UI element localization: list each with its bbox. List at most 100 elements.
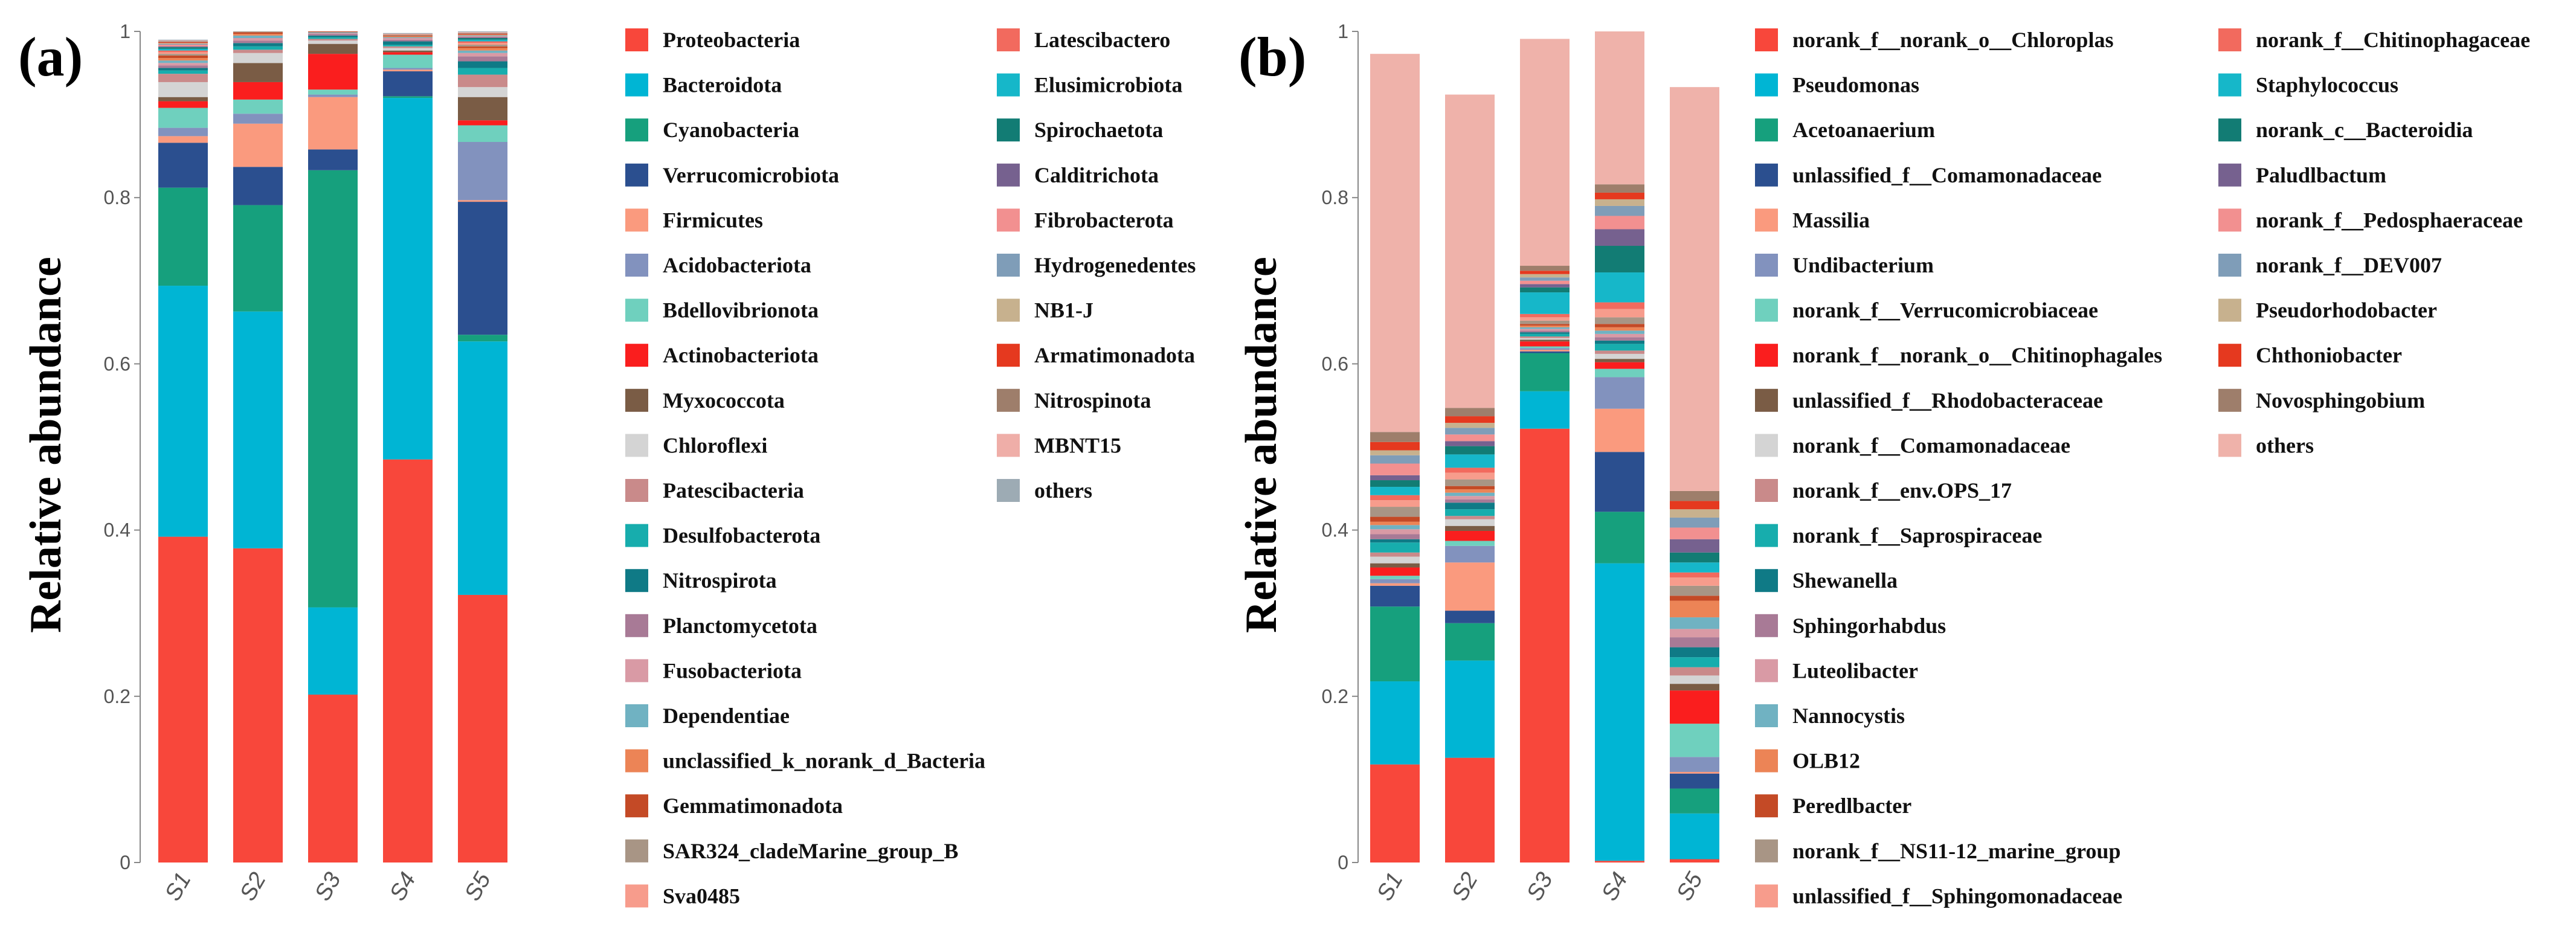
bar-segment-s5 [1670, 501, 1719, 510]
bar-segment-s2 [233, 123, 283, 167]
bar-segment-s5 [1670, 517, 1719, 528]
legend-swatch [997, 388, 1020, 412]
bar-segment-s3 [308, 695, 358, 863]
bar-segment-s2 [1445, 467, 1495, 473]
bar-segment-s1 [1370, 450, 1420, 455]
legend-swatch [1755, 388, 1778, 412]
bar-segment-s5 [458, 41, 507, 43]
bar-segment-s4 [1595, 324, 1644, 327]
bar-segment-s3 [1520, 341, 1570, 347]
bar-segment-s4 [1595, 350, 1644, 354]
bar-segment-s1 [158, 43, 208, 45]
panel-a-yticks: 0 0.2 0.4 0.6 0.8 1 [104, 21, 140, 873]
panel-a-legend: Proteobacteria Bacteroidota Cyanobacteria V… [625, 28, 1196, 908]
legend-label: Fusobacteriota [663, 658, 802, 683]
bar-segment-s3 [1520, 277, 1570, 281]
bar-segment-s1 [1370, 475, 1420, 481]
bar-segment-s3 [1520, 320, 1570, 324]
legend-swatch [997, 118, 1020, 142]
bar-segment-s5 [458, 200, 507, 202]
bar-segment-s3 [308, 39, 358, 41]
bar-segment-s4 [1595, 452, 1644, 512]
legend-swatch [625, 344, 648, 367]
bar-segment-s3 [308, 40, 358, 44]
bar-segment-s3 [1520, 287, 1570, 293]
xtick-label: S4 [385, 869, 421, 905]
bar-segment-s2 [1445, 519, 1495, 526]
bar-segment-s5 [1670, 724, 1719, 757]
legend-label: Proteobacteria [663, 28, 800, 52]
bar-segment-s2 [233, 43, 283, 47]
bar-segment-s3 [1520, 350, 1570, 352]
legend-swatch [625, 749, 648, 773]
bar-segment-s2 [233, 99, 283, 114]
bar-segment-s1 [1370, 500, 1420, 507]
bar-segment-s3 [1520, 329, 1570, 331]
bar-segment-s1 [1370, 576, 1420, 579]
bar-segment-s3 [1520, 266, 1570, 271]
bar-segment-s3 [308, 43, 358, 54]
bar-segment-s3 [308, 149, 358, 170]
legend-swatch [997, 344, 1020, 367]
bar-segment-s5 [1670, 757, 1719, 773]
ytick-label: 0.6 [104, 353, 130, 374]
bar-segment-s1 [158, 101, 208, 108]
bar-segment-s3 [308, 170, 358, 608]
bar-segment-s1 [1370, 585, 1420, 607]
bar-segment-s2 [1445, 489, 1495, 493]
legend-label: Patescibacteria [663, 478, 804, 503]
bar-segment-s1 [1370, 552, 1420, 557]
bar-segment-s5 [458, 125, 507, 143]
ytick-label: 0.2 [104, 686, 130, 707]
legend-label: Cyanobacteria [663, 118, 799, 142]
xtick-label: S2 [1447, 869, 1483, 905]
legend-label: Armatimonadota [1034, 343, 1195, 367]
bar-segment-s1 [1370, 567, 1420, 576]
bar-segment-s2 [1445, 757, 1495, 863]
bar-segment-s4 [1595, 359, 1644, 362]
bar-segment-s3 [308, 94, 358, 97]
bar-segment-s2 [1445, 562, 1495, 611]
panel-a-bars [158, 31, 507, 863]
legend-label: Firmicutes [663, 208, 763, 232]
bar-segment-s4 [383, 98, 433, 460]
bar-segment-s5 [1670, 585, 1719, 596]
ytick-label: 0 [120, 852, 130, 873]
bar-segment-s4 [1595, 309, 1644, 318]
legend-label: Pseudorhodobacter [2256, 298, 2437, 323]
bar-segment-s2 [1445, 94, 1495, 408]
bar-segment-s3 [1520, 327, 1570, 329]
bar-segment-s4 [1595, 362, 1644, 369]
bar-segment-s5 [1670, 509, 1719, 518]
bar-segment-s5 [1670, 600, 1719, 618]
legend-label: unclassified_k_norank_d_Bacteria [663, 749, 985, 773]
bar-segment-s1 [158, 40, 208, 42]
legend-label: Desulfobacterota [663, 524, 820, 548]
bar-segment-s4 [383, 68, 433, 70]
legend-swatch [625, 388, 648, 412]
legend-label: MBNT15 [1034, 433, 1121, 457]
legend-label: Pseudomonas [1792, 73, 1919, 97]
legend-swatch [1755, 344, 1778, 367]
bar-segment-s4 [1595, 563, 1644, 861]
bar-segment-s1 [1370, 516, 1420, 522]
legend-swatch [997, 28, 1020, 51]
bar-segment-s4 [1595, 344, 1644, 351]
bar-segment-s2 [233, 46, 283, 50]
legend-swatch [1755, 434, 1778, 457]
bar-segment-s4 [1595, 337, 1644, 341]
legend-label: Verrucomicrobiota [663, 163, 839, 187]
bar-segment-s1 [158, 536, 208, 863]
legend-label: Nitrospinota [1034, 388, 1151, 413]
bar-segment-s1 [158, 68, 208, 71]
legend-label: SAR324_cladeMarine_group_B [663, 839, 958, 863]
legend-label: unlassified_f__Comamonadaceae [1792, 163, 2102, 187]
legend-swatch [625, 73, 648, 97]
xtick-label: S4 [1597, 869, 1633, 905]
bar-segment-s3 [308, 97, 358, 150]
xtick-label: S2 [235, 869, 271, 905]
bar-segment-s2 [1445, 499, 1495, 503]
bar-segment-s3 [1520, 284, 1570, 288]
legend-label: unlassified_f__Sphingomonadaceae [1792, 884, 2122, 908]
bar-segment-s5 [458, 61, 507, 68]
